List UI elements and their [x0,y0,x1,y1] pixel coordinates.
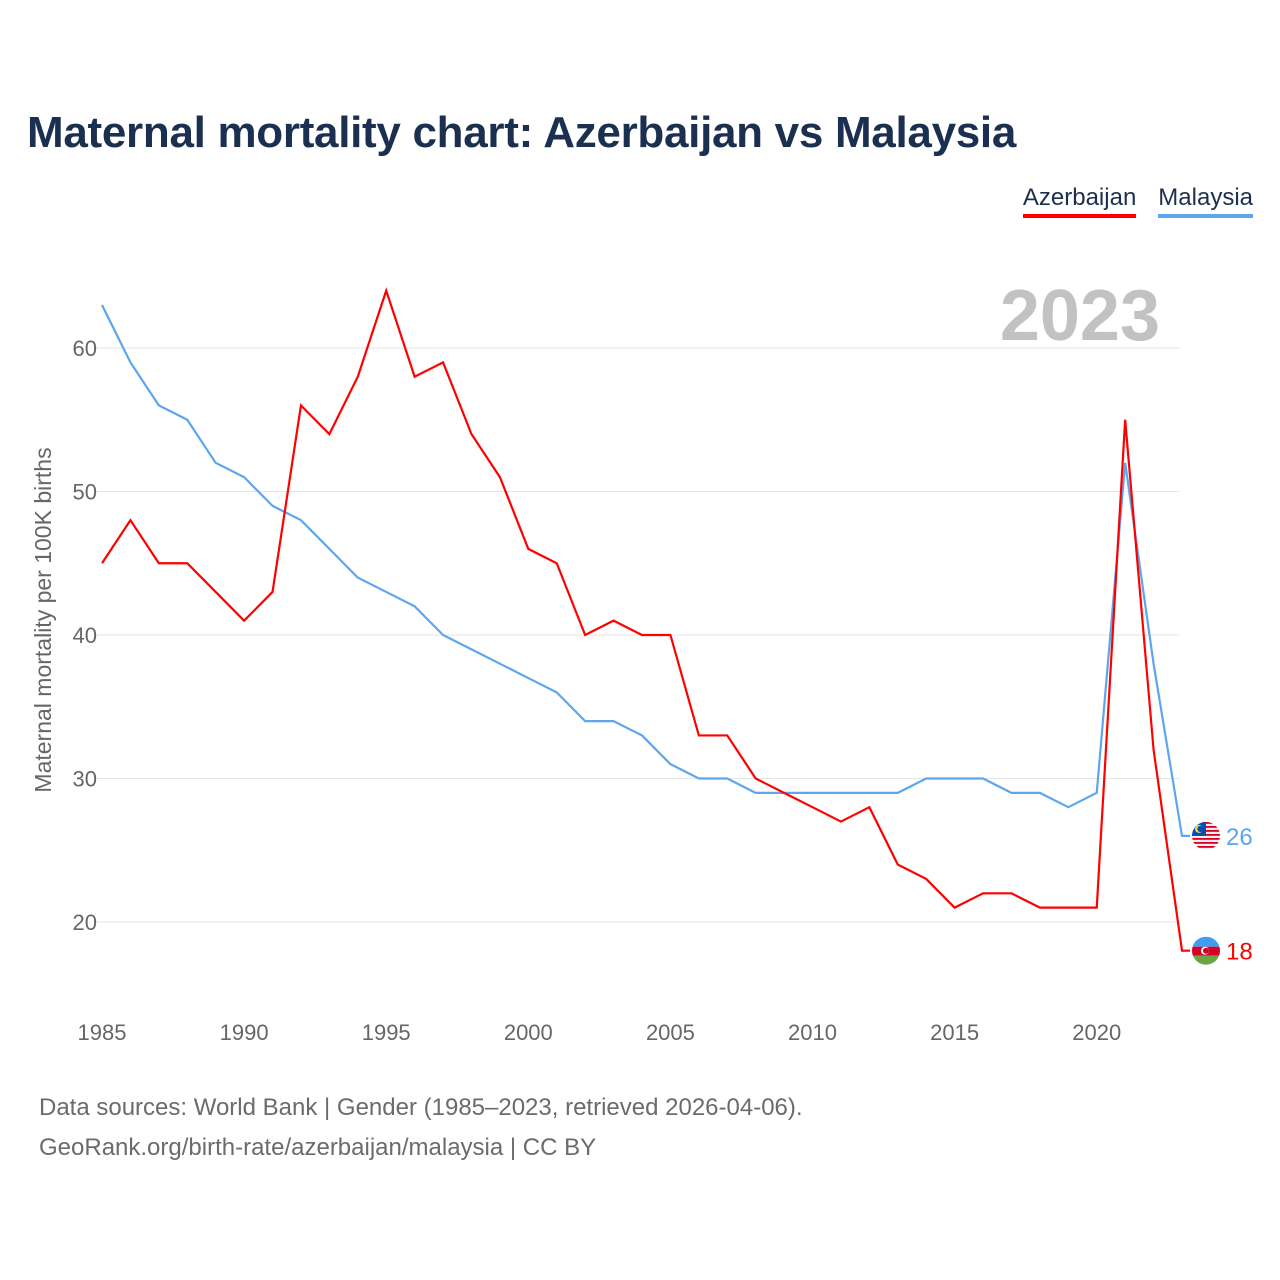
flag-body [1192,821,1220,850]
chart-title: Maternal mortality chart: Azerbaijan vs … [27,108,1017,157]
end-value-azerbaijan: 18 [1226,939,1253,966]
flag-crescent-cut [1197,825,1204,833]
flag-stripe [1192,839,1220,842]
attribution-link[interactable]: GeoRank.org/birth-rate/azerbaijan/malays… [39,1134,597,1161]
y-tick-label: 60 [73,336,97,361]
y-axis-label: Maternal mortality per 100K births [30,447,56,792]
y-tick-label: 50 [73,480,97,505]
flag-stripe [1192,847,1220,850]
end-value-malaysia: 26 [1226,824,1253,851]
x-tick-label: 2000 [504,1020,553,1045]
year-label: 2023 [1000,276,1160,356]
flag-stripe-blue [1192,936,1220,947]
legend: Azerbaijan Malaysia [1022,184,1253,218]
x-tick-label: 2010 [788,1020,837,1045]
legend-malaysia[interactable]: Malaysia [1158,184,1253,218]
x-tick-label: 1995 [362,1020,411,1045]
source-text: Data sources: World Bank | Gender (1985–… [39,1094,803,1121]
flag-malaysia-icon [1192,821,1220,850]
flag-stripe [1192,837,1220,840]
flag-stripe [1192,841,1220,844]
legend-azerbaijan[interactable]: Azerbaijan [1022,184,1137,218]
footer: Data sources: World Bank | Gender (1985–… [39,1088,803,1168]
series-line-malaysia [101,304,1190,838]
flag-stripe [1192,835,1220,838]
flag-azerbaijan-icon [1192,936,1220,965]
x-tick-label: 1985 [78,1020,127,1045]
x-tick-label: 2020 [1072,1020,1121,1045]
x-tick-label: 1990 [220,1020,269,1045]
flag-stripe-green [1192,955,1220,965]
y-tick-label: 40 [73,623,97,648]
series-line-azerbaijan [101,287,1190,952]
flag-crescent-cut [1203,947,1209,954]
flag-stripe [1192,845,1220,848]
x-tick-label: 2015 [930,1020,979,1045]
flag-body [1192,936,1220,965]
y-tick-label: 20 [73,910,97,935]
x-tick-label: 2005 [646,1020,695,1045]
flag-stripe [1192,843,1220,846]
y-tick-label: 30 [73,767,97,792]
